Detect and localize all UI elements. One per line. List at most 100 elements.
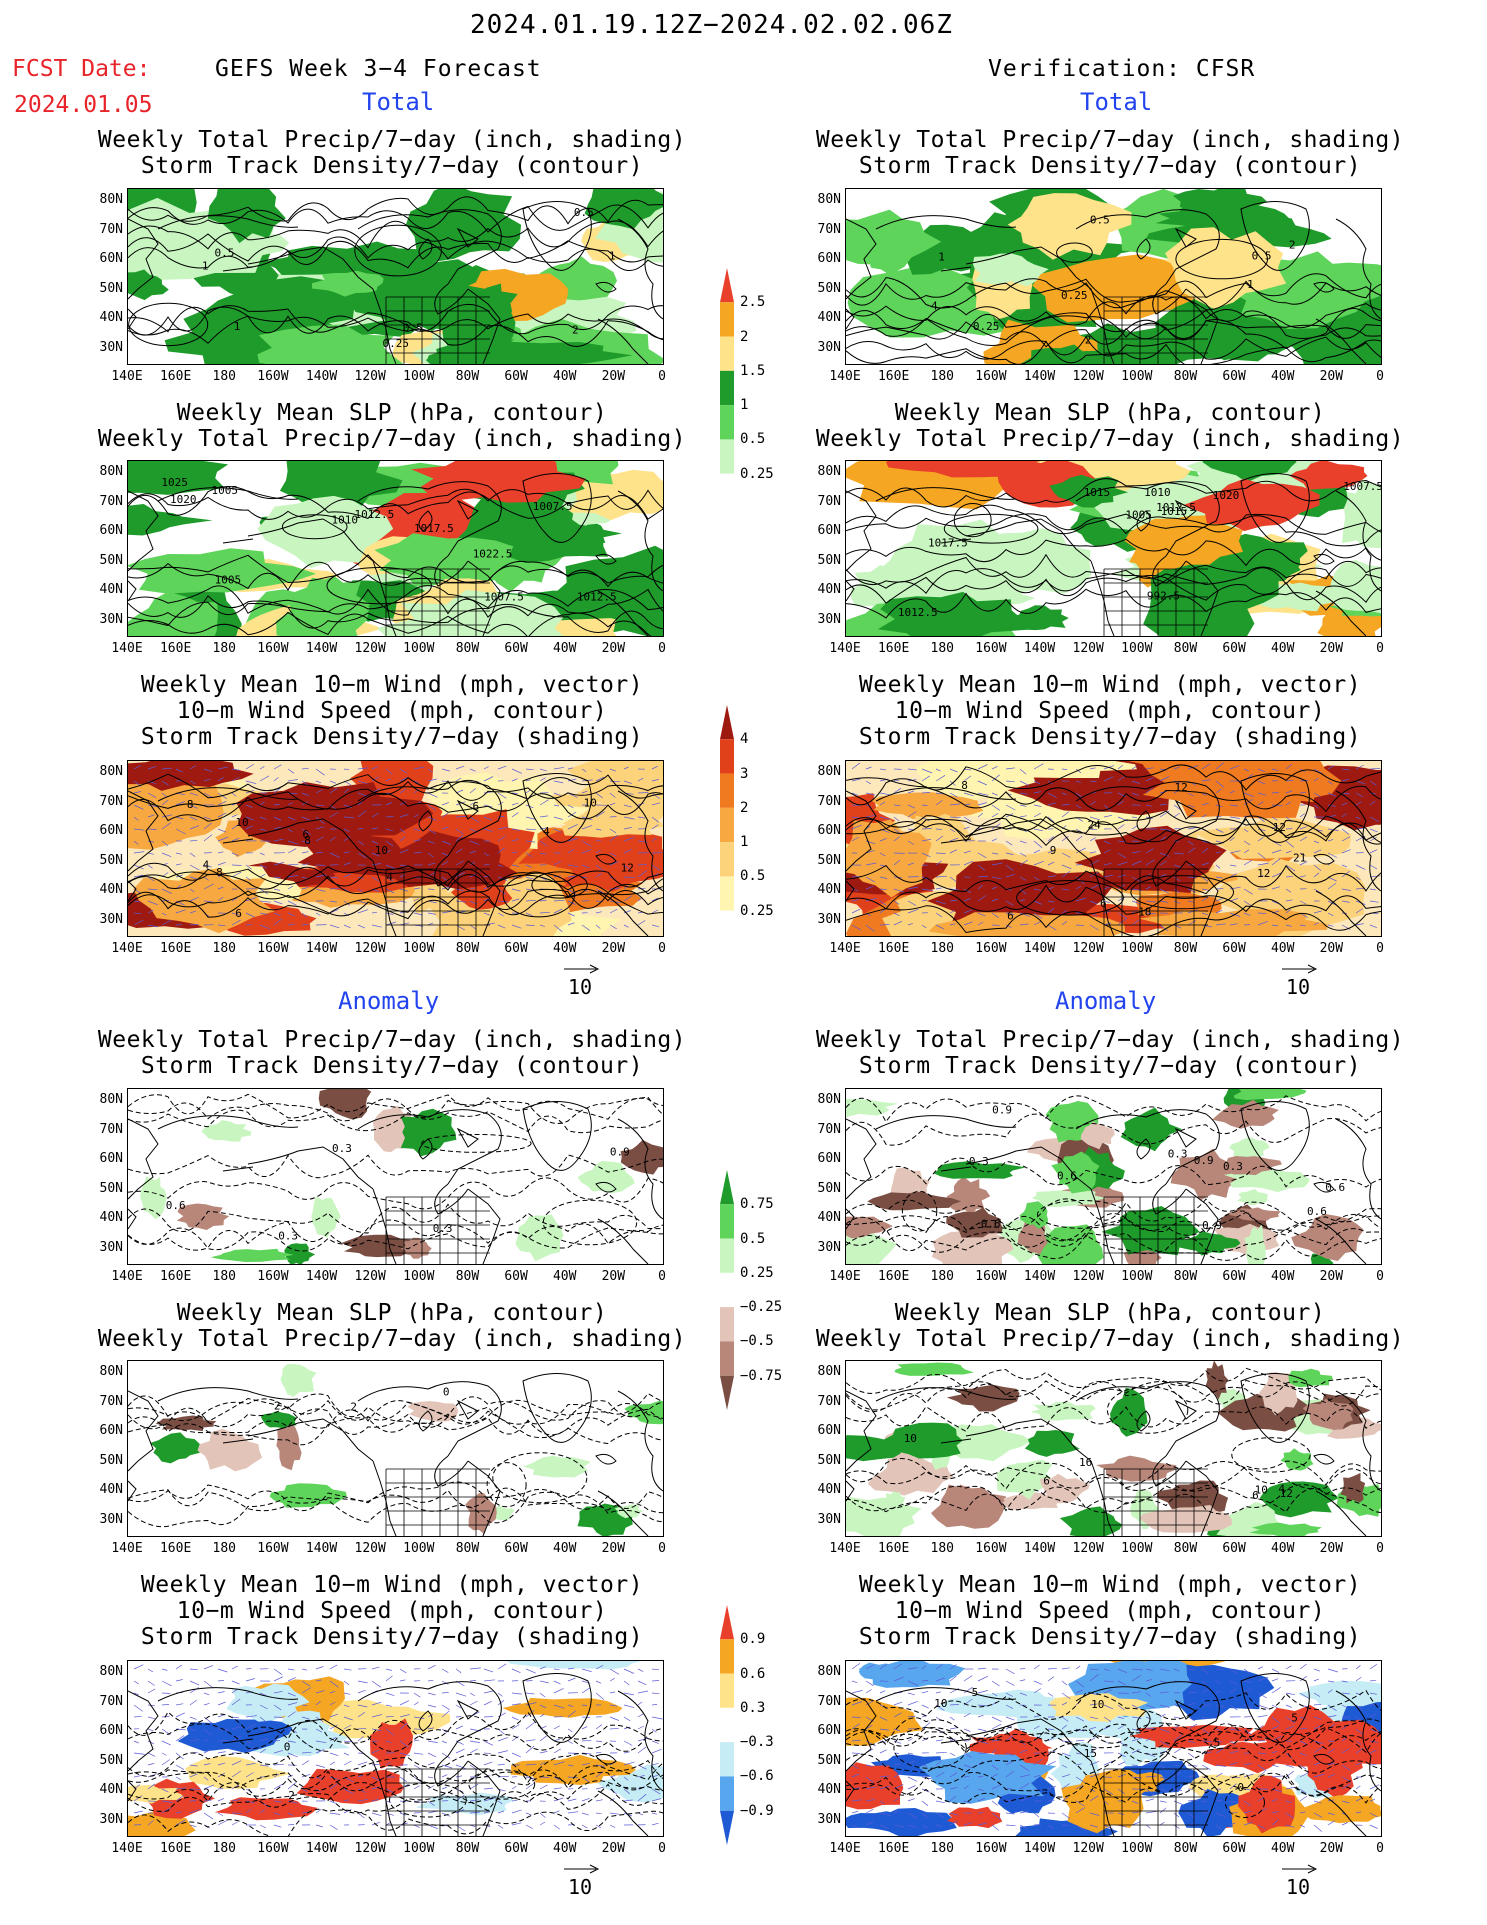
lat-tick-label: 70N bbox=[817, 793, 841, 809]
lat-tick-label: 30N bbox=[99, 1239, 123, 1255]
anomaly-shading bbox=[1229, 1137, 1270, 1161]
colorbar-label: 1 bbox=[740, 397, 749, 414]
lon-tick-label: 140W bbox=[1023, 641, 1056, 656]
left-column-title: GEFS Week 3−4 Forecast bbox=[215, 56, 542, 82]
lon-tick-label: 180 bbox=[930, 641, 954, 656]
anomaly-shading bbox=[214, 1797, 318, 1821]
lon-tick-label: 160E bbox=[877, 1841, 910, 1856]
lon-tick-label: 100W bbox=[403, 1541, 435, 1556]
lat-tick-label: 40N bbox=[99, 1482, 123, 1497]
lon-tick-label: 140E bbox=[111, 369, 143, 384]
lat-tick-label: 70N bbox=[99, 1693, 123, 1709]
lat-tick-label: 50N bbox=[817, 1180, 841, 1196]
coastline bbox=[846, 1373, 1381, 1536]
lon-tick-label: 40W bbox=[1270, 1269, 1295, 1284]
anomaly-shading bbox=[150, 1432, 204, 1464]
anomaly-shading bbox=[465, 1493, 497, 1535]
colorbar-label: 0.3 bbox=[740, 1699, 766, 1716]
vector-scale-label: 10 bbox=[568, 975, 593, 999]
lon-tick-label: 100W bbox=[1121, 641, 1153, 656]
lon-tick-label: 140E bbox=[111, 1269, 143, 1284]
anomaly-shading bbox=[1259, 1481, 1339, 1518]
contour-label: 4 bbox=[203, 859, 210, 872]
lon-tick-label: 160E bbox=[159, 941, 192, 956]
lat-tick-label: 70N bbox=[99, 221, 123, 237]
lon-tick-label: 100W bbox=[403, 369, 435, 384]
lon-tick-label: 0 bbox=[658, 1541, 666, 1556]
map-panel-p11: 2 0 2 bbox=[127, 1660, 664, 1837]
coastline bbox=[128, 473, 663, 636]
contour-label: 2 bbox=[1085, 334, 1092, 347]
colorbar-label: 0.5 bbox=[740, 868, 766, 885]
map-panel-p4: 992.5 1012.5 1012.5 1010 1007.5 1015 1017.5 102… bbox=[845, 460, 1382, 637]
contour-label: 10 bbox=[235, 816, 248, 829]
lat-tick-label: 30N bbox=[817, 611, 841, 627]
panel-title-line: Weekly Total Precip/7−day (inch, shading… bbox=[815, 1326, 1405, 1352]
panel-title-line: Weekly Mean SLP (hPa, contour) bbox=[894, 400, 1326, 426]
lon-tick-label: 20W bbox=[601, 1269, 626, 1284]
colorbar-label: 0.25 bbox=[740, 902, 774, 919]
contour-lines bbox=[128, 1093, 663, 1252]
contour-lines bbox=[846, 1367, 1381, 1515]
anomaly-shading bbox=[894, 1362, 974, 1376]
colorbar-label: −0.9 bbox=[740, 1802, 774, 1819]
coastline bbox=[846, 1673, 1381, 1836]
lon-tick-label: 120W bbox=[1072, 1541, 1104, 1556]
lon-tick-label: 80W bbox=[455, 369, 480, 384]
anomaly-shading bbox=[1203, 1741, 1301, 1774]
lon-tick-label: 160E bbox=[159, 369, 192, 384]
contour-label: 992.5 bbox=[1147, 589, 1180, 602]
lon-tick-label: 80W bbox=[455, 941, 480, 956]
anomaly-shading bbox=[1019, 1201, 1048, 1229]
contour-label: 12 bbox=[1175, 781, 1188, 794]
colorbar-label: 2.5 bbox=[740, 294, 766, 311]
anomaly-shading bbox=[949, 1484, 976, 1510]
lon-tick-label: 100W bbox=[403, 641, 435, 656]
lat-tick-label: 30N bbox=[99, 1811, 123, 1827]
lat-tick-label: 50N bbox=[817, 852, 841, 868]
contour-label: 6 bbox=[473, 800, 480, 813]
lon-tick-label: 140W bbox=[1023, 1541, 1056, 1556]
lon-tick-label: 20W bbox=[1319, 1841, 1344, 1856]
lat-tick-label: 80N bbox=[817, 1092, 841, 1107]
lon-tick-label: 180 bbox=[212, 1541, 236, 1556]
lon-tick-label: 40W bbox=[552, 1269, 577, 1284]
lat-tick-label: 60N bbox=[99, 1151, 123, 1166]
panel-title-line: 10−m Wind Speed (mph, contour) bbox=[894, 1598, 1326, 1624]
lat-tick-label: 30N bbox=[817, 339, 841, 355]
lon-tick-label: 160W bbox=[257, 369, 289, 384]
lon-tick-label: 40W bbox=[1270, 641, 1295, 656]
lat-tick-label: 50N bbox=[99, 1452, 123, 1468]
coastline bbox=[846, 473, 1381, 636]
vector-scale-label: 10 bbox=[1286, 1875, 1311, 1899]
precip-shading bbox=[1124, 515, 1243, 570]
contour-label: 1020 bbox=[1213, 489, 1240, 502]
precip-shading bbox=[847, 265, 1035, 338]
lon-tick-label: 100W bbox=[403, 941, 435, 956]
precip-shading bbox=[972, 253, 1049, 287]
panel-title-line: Weekly Total Precip/7−day (inch, shading… bbox=[97, 1326, 687, 1352]
anomaly-shading bbox=[1049, 1693, 1149, 1722]
lat-tick-label: 50N bbox=[99, 1752, 123, 1768]
anomaly-shading bbox=[1036, 1224, 1104, 1264]
contour-label: 4 bbox=[931, 299, 938, 312]
lon-tick-label: 140W bbox=[305, 941, 338, 956]
precip-shading bbox=[128, 548, 317, 594]
lon-tick-label: 140W bbox=[305, 1269, 338, 1284]
lat-tick-label: 70N bbox=[817, 221, 841, 237]
lat-tick-label: 60N bbox=[99, 1423, 123, 1438]
precip-shading bbox=[288, 576, 371, 636]
contour-label: 1012.5 bbox=[898, 606, 938, 619]
lat-tick-label: 60N bbox=[817, 1423, 841, 1438]
colorbar-storm-anomaly bbox=[720, 1605, 734, 1845]
anomaly-shading bbox=[1237, 1189, 1268, 1205]
vector-scale-arrow bbox=[1282, 964, 1318, 974]
contour-label: 6 bbox=[1007, 910, 1014, 923]
lat-tick-label: 30N bbox=[817, 911, 841, 927]
anomaly-shading bbox=[311, 1196, 341, 1238]
lat-tick-label: 60N bbox=[817, 823, 841, 838]
lon-tick-label: 100W bbox=[403, 1841, 435, 1856]
lat-tick-label: 40N bbox=[817, 310, 841, 325]
colorbar-label: 0.25 bbox=[740, 1264, 774, 1281]
panel-title-line: Weekly Total Precip/7−day (inch, shading… bbox=[815, 426, 1405, 452]
